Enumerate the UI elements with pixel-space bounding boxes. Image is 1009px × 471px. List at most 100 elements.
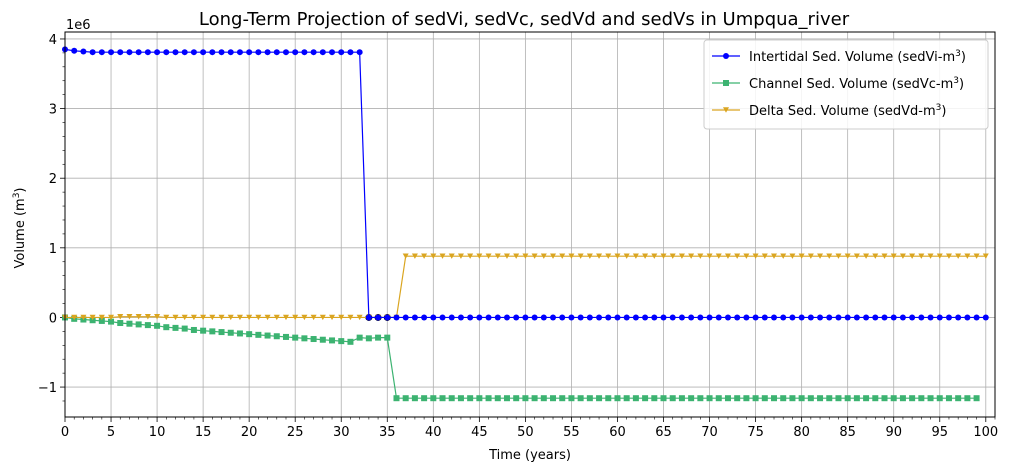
data-point xyxy=(430,253,437,259)
data-point xyxy=(439,253,446,259)
data-point xyxy=(743,253,750,259)
data-point xyxy=(236,330,243,337)
data-point xyxy=(135,49,142,56)
legend-label: Intertidal Sed. Volume (sedVi-m3) xyxy=(749,49,966,65)
data-point xyxy=(181,314,188,321)
data-point xyxy=(485,395,492,402)
data-point xyxy=(485,314,492,321)
data-point xyxy=(282,49,289,56)
data-point xyxy=(669,395,676,402)
data-point xyxy=(531,395,538,402)
data-point xyxy=(98,314,105,321)
data-point xyxy=(715,253,722,259)
legend-item: Delta Sed. Volume (sedVd-m3) xyxy=(712,103,946,119)
data-point xyxy=(973,395,980,402)
data-point xyxy=(531,253,538,259)
axis-ticks: 0 5 10 15 20 25 30 35 40 45 50 55 60 65 70 75 80 85 90 95 10… xyxy=(38,33,998,440)
data-point xyxy=(181,325,188,332)
data-point xyxy=(642,253,649,259)
y-offset-label: 1e6 xyxy=(66,18,91,33)
data-point xyxy=(89,49,96,56)
data-point xyxy=(227,329,234,336)
data-point xyxy=(457,253,464,259)
data-point xyxy=(982,253,989,259)
data-point xyxy=(439,395,446,402)
data-point xyxy=(154,314,161,320)
data-point xyxy=(89,314,96,321)
data-point xyxy=(660,314,667,321)
data-point xyxy=(126,49,133,56)
data-point xyxy=(467,253,474,259)
x-tick-label: 25 xyxy=(287,425,304,440)
data-point xyxy=(771,395,778,402)
data-point xyxy=(108,318,115,325)
legend: Intertidal Sed. Volume (sedVi-m3) Channel… xyxy=(703,39,989,130)
data-point xyxy=(872,395,879,402)
data-point xyxy=(209,49,216,56)
data-point xyxy=(798,253,805,259)
data-point xyxy=(154,322,161,329)
data-point xyxy=(724,253,731,259)
data-point xyxy=(723,107,729,113)
legend-box xyxy=(703,39,989,130)
data-point xyxy=(338,49,345,56)
y-axis-label: Volume (m3) xyxy=(12,187,28,268)
data-point xyxy=(761,314,768,321)
data-point xyxy=(586,314,593,321)
data-point xyxy=(936,314,943,321)
data-point xyxy=(540,395,547,402)
data-point xyxy=(282,333,289,340)
x-tick-label: 0 xyxy=(61,425,69,440)
data-point xyxy=(706,395,713,402)
data-point xyxy=(918,314,925,321)
data-point xyxy=(734,253,741,259)
data-point xyxy=(135,321,142,328)
x-tick-label: 20 xyxy=(241,425,258,440)
data-point xyxy=(614,314,621,321)
y-tick-label: 1 xyxy=(49,242,57,257)
data-point xyxy=(890,314,897,321)
data-point xyxy=(292,334,299,341)
data-point xyxy=(678,314,685,321)
data-point xyxy=(807,253,814,259)
data-point xyxy=(780,395,787,402)
data-point xyxy=(347,314,354,321)
data-point xyxy=(577,395,584,402)
data-point xyxy=(513,253,520,259)
data-point xyxy=(476,395,483,402)
data-point xyxy=(393,314,400,321)
data-point xyxy=(246,49,253,56)
data-point xyxy=(172,314,179,321)
data-point xyxy=(697,314,704,321)
y-tick-label: 3 xyxy=(49,103,57,118)
data-point xyxy=(329,314,336,321)
data-point xyxy=(559,314,566,321)
data-point xyxy=(559,395,566,402)
data-point xyxy=(522,253,529,259)
data-point xyxy=(863,395,870,402)
data-point xyxy=(411,395,418,402)
data-point xyxy=(421,253,428,259)
data-point xyxy=(421,314,428,321)
data-point xyxy=(973,253,980,259)
data-point xyxy=(605,395,612,402)
data-point xyxy=(218,329,225,336)
data-point xyxy=(550,314,557,321)
data-point xyxy=(927,253,934,259)
data-point xyxy=(945,253,952,259)
data-point xyxy=(872,314,879,321)
data-point xyxy=(927,395,934,402)
data-point xyxy=(209,314,216,321)
data-point xyxy=(301,335,308,342)
data-point xyxy=(853,253,860,259)
x-tick-label: 95 xyxy=(931,425,948,440)
data-point xyxy=(448,253,455,259)
data-point xyxy=(550,395,557,402)
data-point xyxy=(503,314,510,321)
series-group xyxy=(62,253,989,321)
data-point xyxy=(826,314,833,321)
legend-label: Delta Sed. Volume (sedVd-m3) xyxy=(749,103,946,119)
data-point xyxy=(292,49,299,56)
x-tick-label: 10 xyxy=(149,425,166,440)
data-point xyxy=(936,395,943,402)
